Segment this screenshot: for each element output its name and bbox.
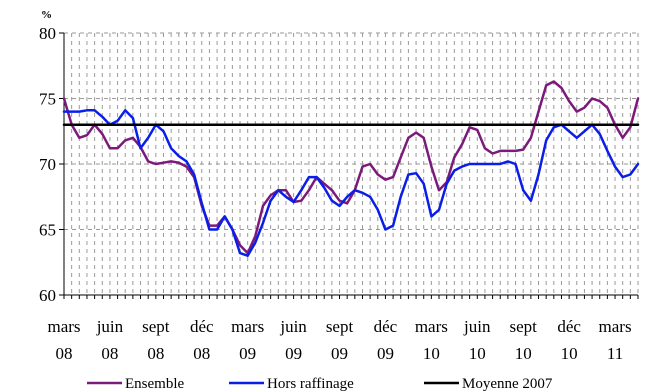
- series-lines: [62, 80, 640, 257]
- y-unit-label: %: [41, 9, 52, 21]
- x-tick-label-month: sept: [510, 317, 538, 336]
- x-tick-label-year: 08: [147, 344, 164, 363]
- x-tick-label-month: mars: [415, 317, 448, 336]
- x-tick-label-year: 09: [377, 344, 394, 363]
- x-tick-label-month: mars: [231, 317, 264, 336]
- x-tick-label-month: juin: [96, 317, 124, 336]
- x-tick-label-year: 08: [193, 344, 210, 363]
- x-tick-label-month: mars: [47, 317, 80, 336]
- x-tick-label-year: 10: [469, 344, 486, 363]
- x-tick-label-month: sept: [142, 317, 170, 336]
- series-line-ensemble: [62, 80, 640, 255]
- x-tick-label-year: 08: [101, 344, 118, 363]
- legend-label-hors-raffinage: Hors raffinage: [267, 376, 354, 392]
- series-line-hors-raffinage: [62, 109, 640, 257]
- x-tick-label-year: 11: [607, 344, 623, 363]
- y-tick-label: 80: [39, 24, 56, 43]
- x-tick-label-year: 10: [561, 344, 578, 363]
- legend: Ensemble Hors raffinage Moyenne 2007: [87, 376, 553, 392]
- x-tick-label-month: déc: [374, 317, 398, 336]
- x-tick-label-month: mars: [599, 317, 632, 336]
- x-tick-label-year: 09: [331, 344, 348, 363]
- x-tick-label-year: 10: [515, 344, 532, 363]
- grid: [64, 32, 639, 295]
- axes: [59, 32, 639, 299]
- x-tick-label-year: 08: [56, 344, 73, 363]
- x-tick-label-month: juin: [279, 317, 307, 336]
- legend-label-moyenne-2007: Moyenne 2007: [462, 376, 553, 392]
- y-tick-label: 70: [39, 155, 56, 174]
- x-tick-label-month: déc: [557, 317, 581, 336]
- y-tick-label: 60: [39, 286, 56, 305]
- x-tick-label-year: 09: [285, 344, 302, 363]
- x-tick-label-month: déc: [190, 317, 214, 336]
- y-tick-label: 75: [39, 90, 56, 109]
- x-tick-label-month: sept: [326, 317, 354, 336]
- x-tick-label-month: juin: [463, 317, 491, 336]
- tick-labels: % 60 65 70 75 80 mars 08 juin 08 sept 08 déc 08 mars 09…: [39, 9, 632, 363]
- x-tick-label-year: 09: [239, 344, 256, 363]
- y-tick-label: 65: [39, 221, 56, 240]
- x-tick-label-year: 10: [423, 344, 440, 363]
- legend-label-ensemble: Ensemble: [125, 376, 184, 392]
